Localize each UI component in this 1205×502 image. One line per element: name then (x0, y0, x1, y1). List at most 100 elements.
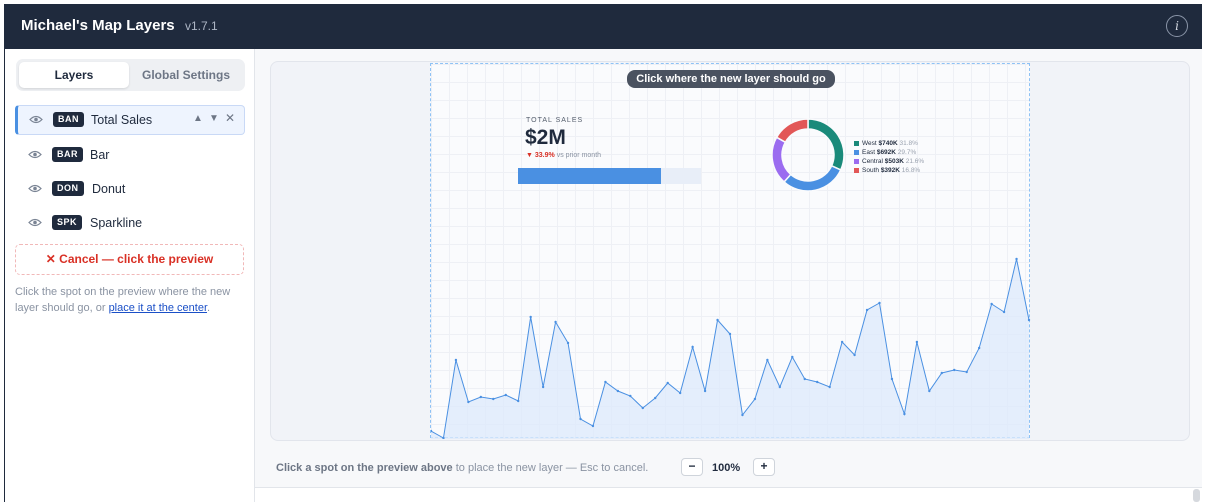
legend-pct: 31.8% (899, 140, 918, 147)
cancel-placement-button[interactable]: ✕ Cancel — click the preview (15, 244, 244, 275)
zoom-out-button[interactable]: − (681, 458, 703, 476)
legend-item-east: East $692K 29.7% (854, 149, 924, 158)
layer-badge: DON (52, 181, 84, 196)
sparkline-point (903, 412, 906, 416)
placement-hint: Click a spot on the preview above to pla… (276, 462, 648, 474)
sparkline-point (977, 346, 981, 350)
legend-label: East (862, 149, 876, 156)
layer-badge: SPK (52, 215, 83, 230)
sparkline-point (616, 389, 620, 393)
sparkline-point (778, 385, 782, 389)
sparkline-point (853, 353, 856, 357)
total-sales-change: ▼ 33.9% vs prior month (526, 152, 601, 159)
total-sales-title: TOTAL SALES (526, 117, 584, 124)
sparkline-point (691, 345, 694, 349)
sparkline-point (878, 301, 881, 305)
sparkline-point (828, 385, 831, 389)
legend-swatch (854, 167, 859, 173)
legend-pct: 29.7% (897, 149, 917, 156)
legend-value: $692K (876, 149, 896, 156)
sparkline-point (890, 377, 894, 381)
help-text-body: Click the spot on the preview where the … (15, 286, 231, 314)
sparkline-point (604, 380, 607, 384)
remove-layer-icon[interactable]: ✕ (225, 111, 236, 125)
sparkline-point (529, 315, 532, 319)
placement-toast: Click where the new layer should go (627, 70, 835, 88)
legend-swatch (854, 140, 859, 146)
sparkline-point (816, 380, 819, 384)
sparkline-point (703, 389, 707, 393)
move-down-icon[interactable]: ▼ (209, 113, 219, 124)
help-text: Click the spot on the preview where the … (15, 284, 247, 316)
place-at-center-link[interactable]: place it at the center (108, 302, 208, 314)
sparkline-point (953, 368, 956, 372)
sparkline-point (928, 389, 931, 393)
donut-segment-west (807, 118, 845, 171)
legend-label: Central (862, 158, 883, 165)
layer-badge: BAR (52, 147, 83, 162)
legend-pct: 21.6% (905, 158, 925, 165)
sidebar: Layers Global Settings BAN Total Sales ▲… (5, 49, 255, 502)
tab-layers[interactable]: Layers (19, 62, 129, 88)
sparkline-point (541, 385, 545, 389)
layer-name: Bar (90, 148, 110, 162)
sparkline-chart (431, 257, 1031, 439)
sparkline-point (591, 424, 595, 428)
sparkline-point (803, 377, 806, 381)
tab-global-settings[interactable]: Global Settings (141, 68, 230, 82)
layer-row-bar[interactable]: BAR Bar (15, 140, 245, 170)
sparkline-point (1002, 310, 1006, 314)
help-text-suffix: . (207, 302, 211, 314)
donut-legend: West $740K 31.8% East $692K 29.7% Centra… (854, 140, 924, 176)
sparkline-point (579, 417, 582, 421)
sparkline-point (753, 397, 757, 401)
layer-row-donut[interactable]: DON Donut (15, 174, 245, 204)
top-bar: Michael's Map Layers v1.7.1 i (5, 4, 1202, 49)
legend-value: $392K (880, 167, 900, 174)
donut-chart (771, 118, 845, 192)
app-window: Michael's Map Layers v1.7.1 i Layers Glo… (4, 4, 1202, 502)
preview-canvas[interactable]: TOTAL SALES $2M ▼ 33.9% vs prior month W… (430, 63, 1031, 439)
move-up-icon[interactable]: ▲ (193, 113, 203, 124)
zoom-in-button[interactable]: + (753, 458, 775, 476)
sparkline-point (454, 358, 458, 362)
sparkline-point (467, 400, 470, 404)
sparkline-point (965, 370, 968, 374)
legend-label: West (862, 140, 877, 147)
legend-item-central: Central $503K 21.6% (854, 158, 924, 167)
preview-card: TOTAL SALES $2M ▼ 33.9% vs prior month W… (270, 61, 1190, 441)
sparkline-point (990, 302, 993, 306)
sparkline-point (431, 429, 433, 433)
eye-icon[interactable] (28, 150, 42, 159)
sparkline-point (1027, 318, 1031, 322)
layer-name: Sparkline (90, 216, 143, 230)
sparkline-point (716, 318, 719, 322)
legend-swatch (854, 158, 859, 164)
legend-swatch (854, 149, 859, 155)
legend-item-south: South $392K 16.8% (854, 167, 924, 176)
app-version: v1.7.1 (185, 19, 218, 33)
layer-row-sparkline[interactable]: SPK Sparkline (15, 208, 245, 238)
sparkline-point (741, 413, 744, 417)
sparkline-point (641, 406, 644, 410)
sparkline-point (654, 396, 657, 400)
sparkline-point (504, 393, 507, 397)
legend-pct: 16.8% (901, 167, 921, 174)
donut-segment-south (775, 118, 809, 144)
change-value: ▼ 33.9% (526, 152, 555, 159)
scrollbar[interactable] (1193, 489, 1200, 502)
eye-icon[interactable] (28, 218, 42, 227)
sparkline-point (766, 358, 769, 362)
sparkline-point (629, 394, 632, 398)
info-icon[interactable]: i (1166, 15, 1188, 37)
app-title: Michael's Map Layers (21, 17, 175, 34)
total-sales-value: $2M (525, 126, 566, 149)
eye-icon[interactable] (28, 184, 42, 193)
legend-value: $503K (884, 158, 904, 165)
sparkline-point (666, 381, 669, 385)
eye-icon[interactable] (29, 115, 43, 124)
donut-segment-central (771, 136, 792, 183)
layer-row-total-sales[interactable]: BAN Total Sales ▲ ▼ ✕ (15, 105, 245, 135)
sparkline-point (554, 320, 557, 324)
total-sales-bar-fill (518, 168, 661, 184)
